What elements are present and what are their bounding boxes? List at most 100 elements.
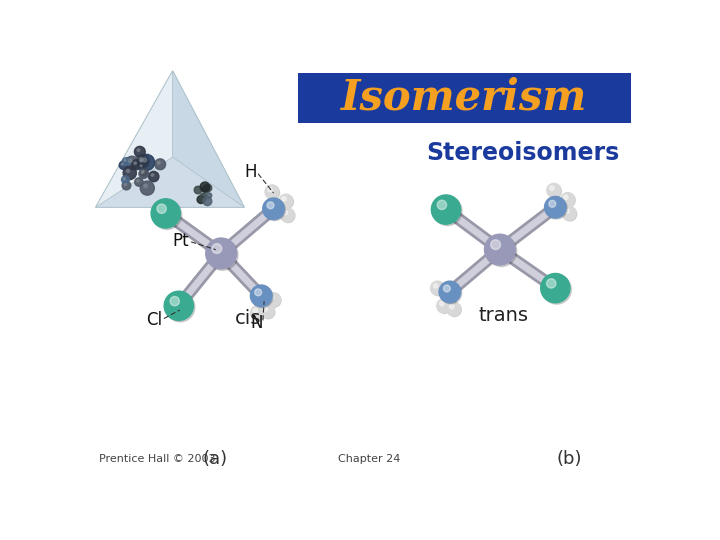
Circle shape: [200, 182, 210, 192]
Text: (b): (b): [557, 450, 582, 468]
Circle shape: [123, 166, 136, 180]
Circle shape: [549, 200, 556, 207]
Circle shape: [563, 207, 577, 221]
Circle shape: [137, 180, 139, 182]
Circle shape: [197, 195, 205, 204]
Circle shape: [140, 158, 143, 161]
Circle shape: [164, 291, 194, 320]
Circle shape: [194, 186, 202, 194]
Circle shape: [266, 186, 279, 199]
Circle shape: [549, 186, 554, 190]
Circle shape: [281, 208, 294, 222]
Circle shape: [255, 289, 261, 296]
Circle shape: [125, 159, 126, 161]
Circle shape: [157, 204, 166, 213]
Circle shape: [125, 183, 127, 185]
Circle shape: [265, 185, 279, 199]
Circle shape: [139, 169, 148, 178]
Circle shape: [120, 161, 127, 170]
Circle shape: [444, 285, 450, 292]
Circle shape: [138, 157, 148, 167]
Circle shape: [266, 293, 281, 307]
Circle shape: [261, 304, 274, 318]
Circle shape: [166, 293, 195, 322]
Circle shape: [546, 198, 567, 219]
Circle shape: [207, 193, 212, 198]
Circle shape: [202, 186, 209, 193]
Circle shape: [439, 301, 444, 306]
Circle shape: [267, 202, 274, 209]
FancyBboxPatch shape: [298, 72, 631, 123]
Circle shape: [547, 184, 561, 197]
Circle shape: [206, 238, 237, 269]
Text: Pt: Pt: [172, 232, 189, 250]
Circle shape: [264, 199, 285, 221]
Circle shape: [153, 200, 182, 230]
Circle shape: [140, 169, 148, 176]
Circle shape: [251, 307, 265, 320]
Circle shape: [541, 273, 570, 303]
Circle shape: [140, 159, 143, 162]
Circle shape: [143, 158, 147, 162]
Circle shape: [151, 199, 180, 228]
Polygon shape: [173, 71, 244, 207]
Circle shape: [440, 282, 462, 304]
Circle shape: [132, 160, 142, 170]
Circle shape: [122, 158, 130, 166]
Circle shape: [546, 279, 556, 288]
Circle shape: [433, 284, 438, 288]
Circle shape: [155, 159, 166, 170]
Polygon shape: [96, 71, 244, 207]
Circle shape: [561, 193, 575, 206]
Circle shape: [548, 184, 562, 198]
Circle shape: [134, 162, 137, 164]
Circle shape: [562, 193, 575, 207]
Text: Stereoisomers: Stereoisomers: [426, 141, 620, 165]
Text: N: N: [251, 314, 263, 332]
Circle shape: [431, 195, 461, 224]
Circle shape: [135, 178, 143, 186]
Circle shape: [158, 161, 160, 164]
Circle shape: [138, 164, 145, 171]
Circle shape: [207, 240, 238, 271]
Text: H: H: [244, 163, 256, 181]
Circle shape: [129, 159, 132, 163]
Circle shape: [263, 198, 284, 220]
Circle shape: [212, 244, 222, 253]
Circle shape: [544, 197, 566, 218]
Circle shape: [144, 184, 148, 188]
Circle shape: [433, 197, 462, 226]
Text: Prentice Hall © 2003: Prentice Hall © 2003: [99, 454, 215, 464]
Circle shape: [253, 308, 258, 313]
Circle shape: [200, 193, 207, 200]
Circle shape: [267, 293, 281, 307]
Text: trans: trans: [479, 306, 528, 325]
Text: Chapter 24: Chapter 24: [338, 454, 400, 464]
Circle shape: [135, 146, 145, 157]
Circle shape: [486, 236, 517, 267]
Circle shape: [438, 300, 451, 313]
Circle shape: [281, 209, 295, 222]
Circle shape: [268, 187, 272, 192]
Circle shape: [264, 307, 268, 311]
Circle shape: [140, 165, 142, 167]
Circle shape: [485, 234, 516, 265]
Circle shape: [447, 302, 462, 316]
Circle shape: [137, 149, 140, 152]
Circle shape: [283, 211, 288, 215]
Circle shape: [203, 197, 212, 206]
Polygon shape: [96, 157, 244, 207]
Circle shape: [439, 281, 461, 303]
Circle shape: [542, 275, 572, 304]
Polygon shape: [96, 71, 173, 207]
Circle shape: [447, 302, 461, 316]
Circle shape: [204, 184, 212, 192]
Circle shape: [251, 285, 272, 307]
Circle shape: [138, 154, 155, 171]
Circle shape: [122, 176, 130, 184]
Circle shape: [565, 209, 570, 213]
Circle shape: [261, 305, 275, 319]
Circle shape: [437, 200, 446, 210]
Circle shape: [269, 295, 274, 300]
Text: (a): (a): [202, 450, 228, 468]
